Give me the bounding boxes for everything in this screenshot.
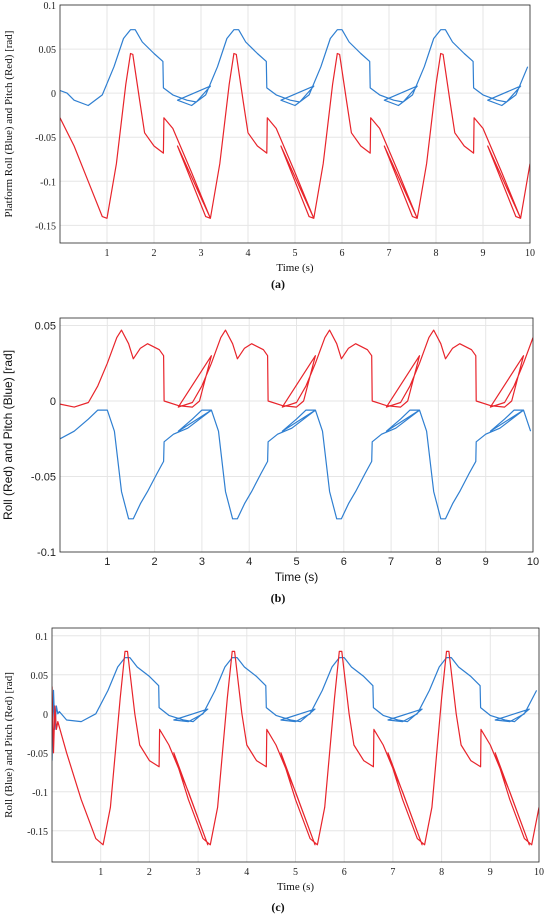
x-tick-label: 9 <box>483 556 489 568</box>
x-tick-label: 1 <box>98 867 103 878</box>
x-tick-label: 2 <box>152 248 157 259</box>
y-tick-label: -0.05 <box>35 133 56 144</box>
x-tick-label: 10 <box>527 556 539 568</box>
x-tick-label: 5 <box>293 248 298 259</box>
chart-panel-b: 1 2 3 4 5 6 7 8 9 10 0.05 0 -0.05 -0.1 Time (s) Roll (R… <box>1 317 539 605</box>
series-line-1 <box>60 29 529 107</box>
y-tick-label: 0 <box>43 710 48 721</box>
y-tick-label: -0.1 <box>40 177 56 188</box>
y-tick-label: -0.05 <box>31 472 56 484</box>
series-line-2 <box>60 409 532 520</box>
chart-panel-a: 1 2 3 4 5 6 7 8 9 10 0.1 0.05 0 -0.05 -0.1 -0.15 Time (s… <box>3 1 535 291</box>
y-tick-label: 0.1 <box>36 632 49 643</box>
x-tick-label: 1 <box>104 556 110 568</box>
grid <box>52 628 540 862</box>
x-axis-label: Time (s) <box>277 881 315 893</box>
y-tick-label: -0.1 <box>37 547 56 559</box>
grid <box>60 4 531 243</box>
y-axis-label: Platform Roll (Blue) and Pitch (Red) [ra… <box>3 31 15 218</box>
x-tick-label: 7 <box>390 867 395 878</box>
plot-frame <box>51 627 540 863</box>
x-tick-label: 8 <box>434 248 439 259</box>
x-tick-label: 4 <box>246 248 251 259</box>
y-tick-label: -0.1 <box>32 788 48 799</box>
x-tick-label: 9 <box>481 248 486 259</box>
series-line-1 <box>60 329 533 408</box>
x-axis-label: Time (s) <box>276 262 314 274</box>
x-tick-label: 5 <box>293 867 298 878</box>
x-tick-label: 2 <box>152 556 158 568</box>
x-tick-label: 8 <box>439 867 444 878</box>
x-tick-label: 8 <box>435 556 441 568</box>
y-tick-label: 0.05 <box>31 671 49 682</box>
x-axis-label: Time (s) <box>275 570 319 584</box>
x-tick-label: 3 <box>199 556 205 568</box>
x-tick-label: 7 <box>387 248 392 259</box>
x-tick-label: 4 <box>246 556 252 568</box>
series-line-2 <box>52 650 539 846</box>
y-tick-label: -0.15 <box>35 221 56 232</box>
chart-panel-c: 1 2 3 4 5 6 7 8 9 10 0.1 0.05 0 -0.05 -0.1 -0.15 Time (s… <box>3 627 544 914</box>
x-tick-label: 10 <box>525 248 535 259</box>
y-tick-label: 0 <box>50 396 56 408</box>
x-tick-label: 7 <box>388 556 394 568</box>
x-tick-label: 3 <box>199 248 204 259</box>
x-tick-label: 1 <box>105 248 110 259</box>
panel-label: (a) <box>271 277 285 291</box>
plot-frame <box>59 317 534 553</box>
x-tick-label: 4 <box>244 867 249 878</box>
x-tick-label: 10 <box>534 867 544 878</box>
x-tick-label: 6 <box>341 556 347 568</box>
y-tick-label: -0.15 <box>27 827 48 838</box>
y-tick-label: 0.1 <box>44 1 57 12</box>
y-axis-label: Roll (Blue) and Pitch (Red) [rad] <box>3 672 15 818</box>
y-tick-label: 0.05 <box>35 321 56 333</box>
x-tick-label: 3 <box>196 867 201 878</box>
y-axis-label: Roll (Red) and Pitch (Blue) [rad] <box>1 350 15 520</box>
plot-frame <box>59 4 531 244</box>
x-tick-label: 5 <box>293 556 299 568</box>
panel-label: (c) <box>271 900 284 914</box>
y-tick-label: 0.05 <box>39 45 57 56</box>
series-line-1 <box>52 657 538 761</box>
x-tick-label: 6 <box>342 867 347 878</box>
y-tick-label: 0 <box>51 89 56 100</box>
x-tick-label: 2 <box>147 867 152 878</box>
x-tick-label: 9 <box>488 867 493 878</box>
series-line-2 <box>60 52 530 219</box>
x-tick-label: 6 <box>340 248 345 259</box>
y-tick-label: -0.05 <box>27 749 48 760</box>
panel-label: (b) <box>271 591 286 605</box>
